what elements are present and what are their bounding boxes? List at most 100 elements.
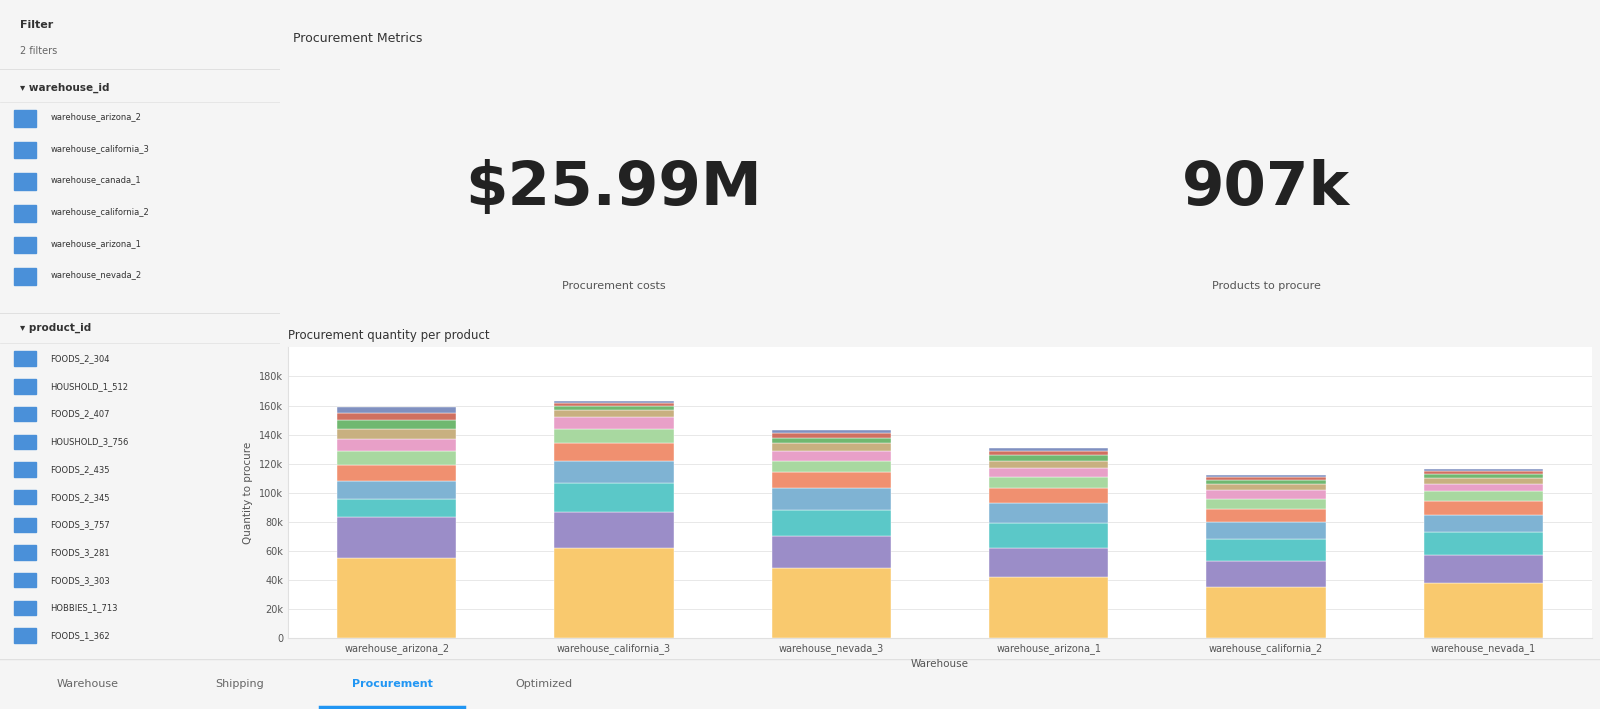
Bar xyxy=(771,536,891,569)
Bar xyxy=(14,352,37,366)
Bar xyxy=(14,237,37,253)
Text: HOUSHOLD_3_756: HOUSHOLD_3_756 xyxy=(51,437,128,446)
Bar xyxy=(771,569,891,638)
Bar xyxy=(771,451,891,461)
Bar xyxy=(338,498,456,518)
Bar xyxy=(14,407,37,421)
Bar xyxy=(771,510,891,536)
Bar xyxy=(989,489,1109,503)
Text: Procurement Metrics: Procurement Metrics xyxy=(293,33,422,45)
Bar xyxy=(1206,484,1326,490)
Bar xyxy=(338,407,456,413)
Text: Procurement: Procurement xyxy=(352,679,432,689)
X-axis label: Warehouse: Warehouse xyxy=(910,659,970,669)
Bar xyxy=(338,451,456,465)
Bar xyxy=(554,417,674,429)
Bar xyxy=(338,413,456,420)
Text: Procurement quantity per product: Procurement quantity per product xyxy=(288,329,490,342)
Text: FOODS_3_281: FOODS_3_281 xyxy=(51,548,110,557)
Bar xyxy=(14,435,37,449)
Bar xyxy=(14,628,37,643)
Bar xyxy=(554,512,674,548)
Bar xyxy=(1206,498,1326,509)
Text: HOUSHOLD_1_512: HOUSHOLD_1_512 xyxy=(51,382,128,391)
Text: 907k: 907k xyxy=(1182,160,1350,218)
Text: warehouse_arizona_2: warehouse_arizona_2 xyxy=(51,112,141,121)
Text: warehouse_canada_1: warehouse_canada_1 xyxy=(51,176,141,184)
Bar xyxy=(771,489,891,510)
Text: ▾ product_id: ▾ product_id xyxy=(19,323,91,333)
Bar xyxy=(1424,474,1542,478)
Bar xyxy=(14,545,37,560)
Bar xyxy=(1206,522,1326,540)
Bar xyxy=(554,410,674,417)
Bar xyxy=(554,406,674,410)
Bar xyxy=(989,451,1109,455)
Bar xyxy=(1206,490,1326,498)
Bar xyxy=(1424,484,1542,491)
Bar xyxy=(1206,587,1326,638)
Bar xyxy=(1424,471,1542,474)
Bar xyxy=(14,490,37,504)
Bar xyxy=(14,462,37,476)
Text: warehouse_nevada_2: warehouse_nevada_2 xyxy=(51,270,141,279)
Bar xyxy=(14,601,37,615)
Bar xyxy=(338,558,456,638)
Text: Optimized: Optimized xyxy=(515,679,573,689)
Text: warehouse_arizona_1: warehouse_arizona_1 xyxy=(51,239,141,248)
Bar xyxy=(989,548,1109,577)
Bar xyxy=(989,523,1109,548)
Bar xyxy=(1206,475,1326,476)
Bar xyxy=(1424,515,1542,532)
Bar xyxy=(1424,501,1542,515)
Bar xyxy=(1424,469,1542,471)
Bar xyxy=(14,518,37,532)
Text: Procurement costs: Procurement costs xyxy=(562,281,666,291)
Bar xyxy=(554,548,674,638)
Text: FOODS_3_303: FOODS_3_303 xyxy=(51,576,110,585)
Bar xyxy=(1424,583,1542,638)
Text: FOODS_2_345: FOODS_2_345 xyxy=(51,493,110,502)
Bar xyxy=(14,269,37,285)
Bar xyxy=(1424,478,1542,484)
Bar xyxy=(554,443,674,461)
Text: FOODS_2_407: FOODS_2_407 xyxy=(51,410,110,418)
Bar xyxy=(554,401,674,403)
Bar xyxy=(1424,532,1542,555)
Bar xyxy=(771,430,891,433)
Bar xyxy=(1206,509,1326,522)
Bar xyxy=(14,379,37,393)
Text: Products to procure: Products to procure xyxy=(1211,281,1320,291)
Bar xyxy=(554,461,674,483)
Text: FOODS_2_304: FOODS_2_304 xyxy=(51,354,110,363)
Text: FOODS_2_435: FOODS_2_435 xyxy=(51,465,110,474)
Text: $25.99M: $25.99M xyxy=(466,160,762,218)
Text: warehouse_california_2: warehouse_california_2 xyxy=(51,207,149,216)
Bar xyxy=(989,468,1109,476)
Bar xyxy=(989,577,1109,638)
Bar xyxy=(989,461,1109,468)
Bar xyxy=(771,437,891,443)
Bar xyxy=(1206,561,1326,587)
Bar xyxy=(1424,491,1542,501)
Bar xyxy=(771,461,891,472)
Bar xyxy=(1206,476,1326,480)
Bar xyxy=(338,429,456,439)
Bar xyxy=(14,174,37,190)
Bar xyxy=(989,447,1109,451)
Text: warehouse_california_3: warehouse_california_3 xyxy=(51,144,149,153)
Bar xyxy=(554,483,674,512)
Y-axis label: Quantity to procure: Quantity to procure xyxy=(243,442,253,544)
Bar xyxy=(989,476,1109,489)
Bar xyxy=(771,472,891,489)
Bar xyxy=(14,142,37,158)
Bar xyxy=(989,503,1109,523)
Bar xyxy=(338,465,456,481)
Bar xyxy=(1206,540,1326,561)
Bar xyxy=(14,110,37,127)
Bar xyxy=(771,433,891,437)
Text: FOODS_1_362: FOODS_1_362 xyxy=(51,631,110,640)
Bar xyxy=(554,403,674,406)
Bar xyxy=(14,205,37,221)
Text: 2 filters: 2 filters xyxy=(19,46,58,56)
